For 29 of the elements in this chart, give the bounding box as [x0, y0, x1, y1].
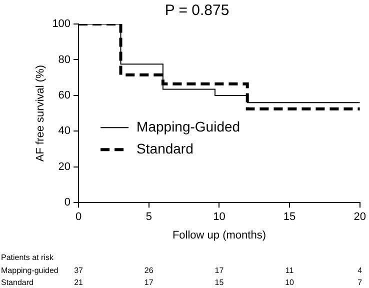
chart-title: P = 0.875 [164, 2, 230, 20]
x-tick-label: 5 [146, 211, 152, 224]
x-tick-label: 20 [354, 211, 366, 224]
x-tick-label: 10 [213, 211, 226, 224]
x-tick-label: 15 [283, 211, 296, 224]
text: 10 [285, 278, 295, 288]
legend-label: Mapping-Guided [136, 118, 240, 134]
x-axis-title: Follow up (months) [172, 229, 266, 242]
y-tick-label: 40 [58, 125, 71, 138]
y-axis-title: AF free survival (%) [34, 65, 47, 162]
text: 21 [74, 278, 84, 288]
y-tick-label: 0 [64, 196, 71, 209]
text: 15 [214, 278, 224, 288]
text: 4 [358, 266, 363, 276]
text: 26 [144, 266, 154, 276]
text: Mapping-guided [1, 266, 58, 276]
text: 11 [285, 266, 294, 276]
text: 17 [144, 278, 154, 288]
text: 7 [358, 278, 363, 288]
legend-label: Standard [136, 140, 194, 156]
text: 17 [214, 266, 224, 276]
x-tick-label: 0 [75, 211, 82, 224]
text: Patients at risk [1, 253, 54, 262]
text: Standard [1, 278, 34, 288]
text: 37 [74, 266, 84, 276]
y-tick-label: 100 [52, 18, 71, 30]
y-tick-label: 20 [58, 160, 71, 173]
y-tick-label: 80 [58, 54, 71, 66]
y-tick-label: 60 [58, 89, 71, 102]
